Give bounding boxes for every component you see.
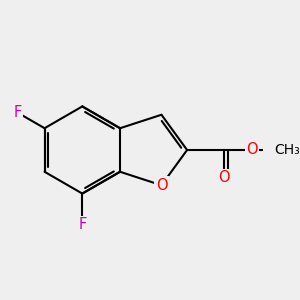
Text: F: F [14, 105, 22, 120]
Text: O: O [218, 170, 230, 185]
Text: CH₃: CH₃ [274, 143, 300, 157]
Text: O: O [156, 178, 167, 193]
Text: O: O [246, 142, 258, 158]
Text: F: F [78, 217, 86, 232]
